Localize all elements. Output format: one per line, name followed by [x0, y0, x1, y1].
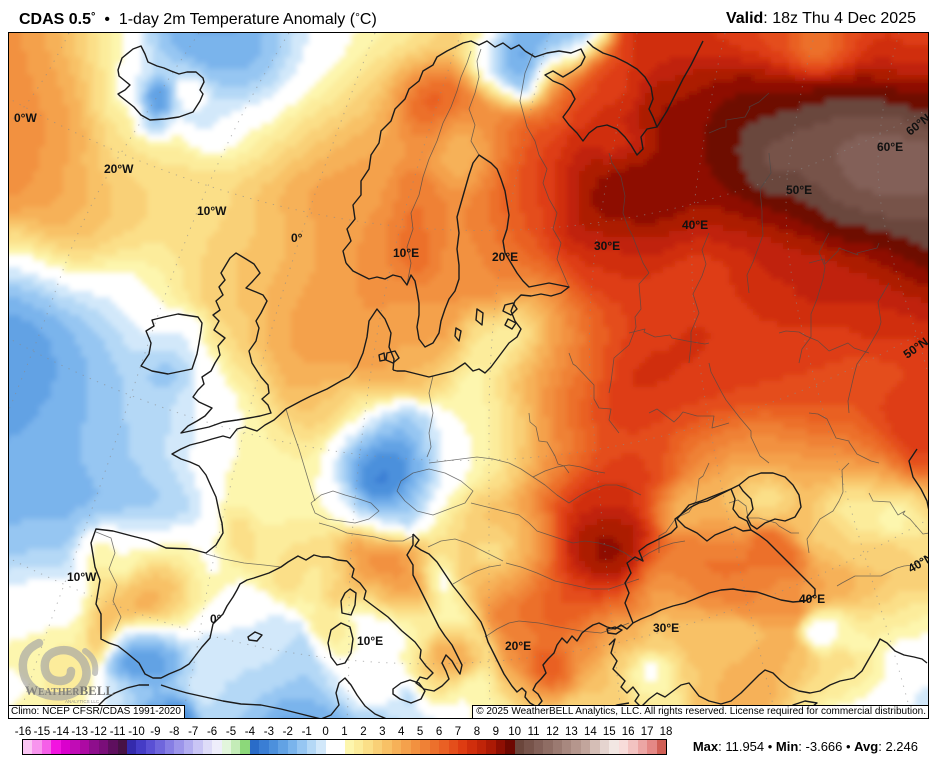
svg-text:0°W: 0°W — [14, 111, 37, 125]
svg-text:20°E: 20°E — [505, 639, 531, 653]
svg-text:40°E: 40°E — [799, 592, 825, 606]
svg-text:40°E: 40°E — [682, 218, 708, 232]
svg-text:0°: 0° — [210, 612, 222, 626]
svg-text:10°W: 10°W — [67, 570, 97, 584]
svg-text:ANALYTICS LLC: ANALYTICS LLC — [65, 699, 100, 704]
svg-text:30°E: 30°E — [653, 621, 679, 635]
svg-text:WEATHERBELL: WEATHERBELL — [25, 683, 115, 698]
svg-text:20°W: 20°W — [104, 162, 134, 176]
svg-text:0°: 0° — [291, 231, 303, 245]
svg-text:30°E: 30°E — [594, 239, 620, 253]
svg-text:10°E: 10°E — [393, 246, 419, 260]
svg-text:10°W: 10°W — [197, 204, 227, 218]
svg-text:20°E: 20°E — [492, 250, 518, 264]
svg-text:10°E: 10°E — [357, 634, 383, 648]
svg-text:50°E: 50°E — [786, 183, 812, 197]
svg-text:60°E: 60°E — [877, 140, 903, 154]
